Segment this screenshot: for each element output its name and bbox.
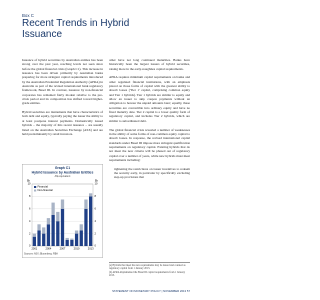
legend-label: Financial: [38, 185, 49, 189]
bar: [79, 230, 83, 246]
y-tick-label: 4: [95, 219, 97, 223]
bar: [42, 233, 46, 246]
bar: [89, 193, 93, 197]
left-column: Issuance of hybrid securities by Austral…: [22, 58, 103, 163]
y-tick-label: 10: [28, 182, 31, 186]
box-label: Box C: [22, 13, 34, 18]
bullet: tightening the restrictions on issuer in…: [114, 167, 190, 180]
paragraph: other have not long continued maturities…: [109, 58, 190, 71]
chart-source: Sources: ASX; Bloomberg; RBA: [24, 253, 58, 256]
y-tick-label: 8: [95, 194, 97, 198]
legend-swatch: [34, 189, 37, 192]
bar: [70, 239, 74, 246]
chart-border: [22, 164, 103, 258]
right-column: other have not long continued maturities…: [109, 58, 190, 261]
x-tick-label: 2004: [46, 247, 52, 251]
bar: [32, 236, 36, 246]
x-tick-label: 2010: [74, 247, 80, 251]
y-tick-label: 0: [29, 244, 31, 248]
bar: [60, 199, 65, 209]
bar: [60, 208, 65, 246]
bar: [37, 230, 41, 246]
bullet-list: tightening the restrictions on issuer in…: [109, 167, 190, 180]
y-tick-label: 0: [95, 244, 97, 248]
paragraph: APRA requires minimum capital requiremen…: [109, 75, 190, 123]
bar: [74, 233, 79, 246]
bar: [89, 196, 93, 246]
bar: [79, 224, 83, 231]
bar: [74, 230, 79, 234]
bar: [56, 211, 60, 222]
y-tick-label: 4: [29, 219, 31, 223]
x-tick-label: 2001: [31, 247, 37, 251]
bar: [46, 224, 51, 246]
paragraph: Hybrid securities are instruments that h…: [22, 110, 103, 136]
x-tick-label: 2007: [60, 247, 66, 251]
paragraph: The global financial crisis revealed a n…: [109, 127, 190, 162]
y-unit: $b: [27, 179, 30, 183]
page-footer: STATEMENT ON MONETARY POLICY | NOVEMBER …: [112, 289, 190, 293]
bar: [46, 218, 51, 225]
bar: [32, 233, 36, 237]
legend-swatch: [34, 186, 37, 188]
footnote: (b) APRA implemented the Basel III capit…: [109, 271, 186, 278]
bar: [51, 202, 55, 215]
bar: [84, 208, 88, 246]
y-tick-label: 10: [95, 182, 98, 186]
y-tick-label: 6: [29, 206, 31, 210]
bar: [65, 239, 69, 246]
y-tick-label: 8: [29, 194, 31, 198]
bar: [56, 221, 60, 246]
chart-title: Hybrid Issuance by Australian Entities: [32, 170, 94, 174]
y-tick-label: 6: [95, 206, 97, 210]
footnote: (a) Hybrids that meet the new requiremen…: [109, 264, 186, 271]
y-unit: $b: [95, 179, 98, 183]
bar: [51, 215, 55, 246]
page: {"header": {"label": "Box C", "title": "…: [0, 0, 211, 300]
paragraph: Issuance of hybrid securities by Austral…: [22, 58, 103, 106]
bar: [42, 227, 46, 234]
bar: [65, 237, 69, 240]
y-tick-label: 2: [95, 231, 97, 235]
bar: [70, 238, 74, 240]
chart-subtitle: A$ equivalent: [55, 174, 71, 178]
y-tick-label: 2: [29, 231, 31, 235]
legend-label: Non-financial: [38, 188, 54, 192]
chart-label: Graph C1: [55, 166, 70, 170]
footnotes: (a) Hybrids that meet the new requiremen…: [109, 262, 190, 278]
bar: [37, 224, 41, 231]
box-title: Recent Trends in Hybrid Issuance: [22, 18, 130, 40]
bar: [84, 199, 88, 209]
x-tick-label: 2013: [88, 247, 94, 251]
